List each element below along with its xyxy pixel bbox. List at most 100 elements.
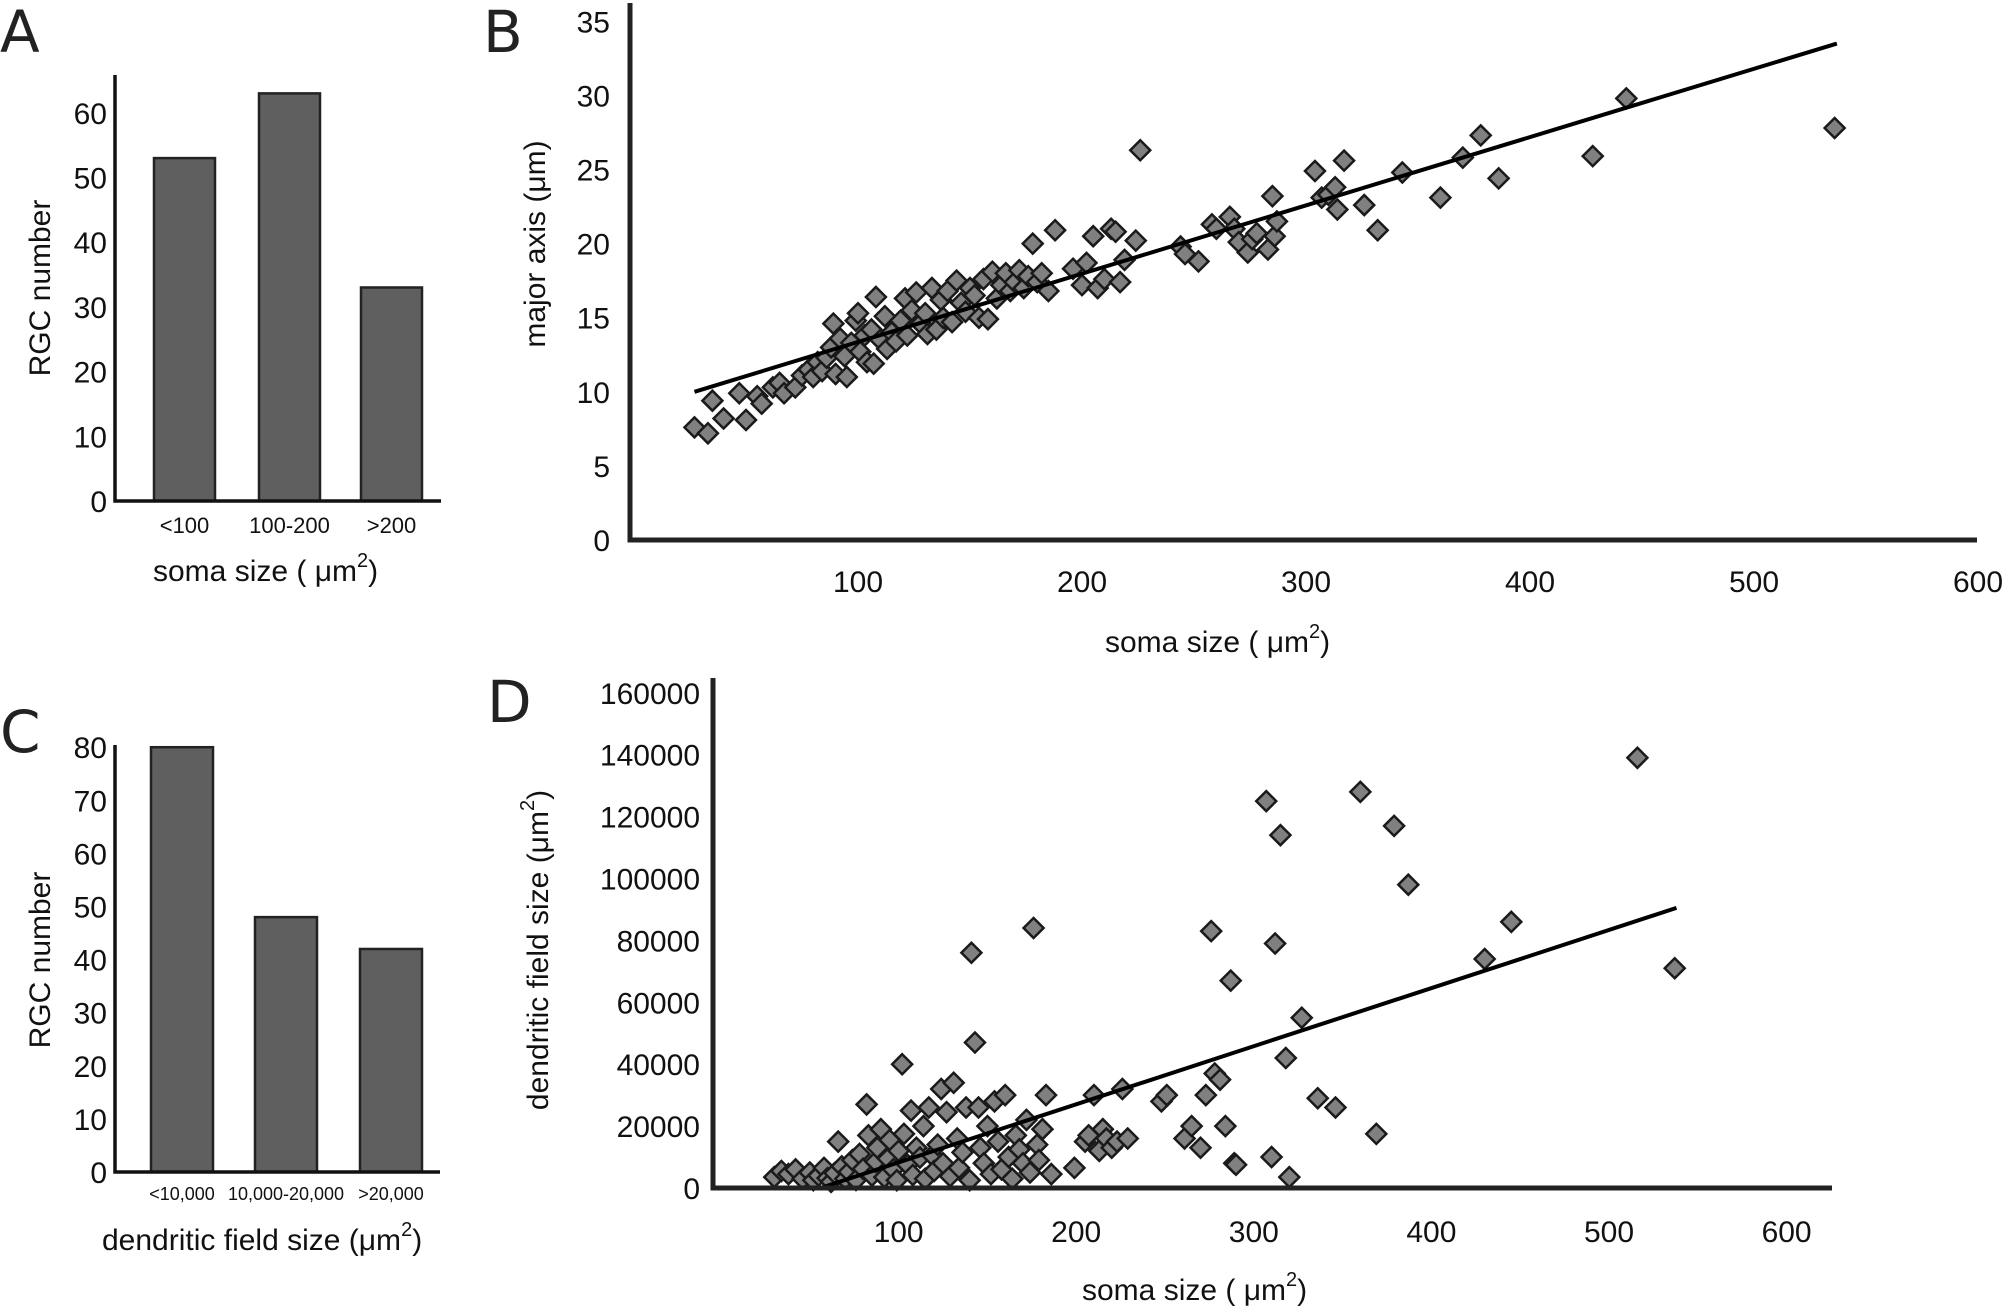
- y-tick-label: 40000: [617, 1049, 700, 1082]
- data-point: [1128, 138, 1153, 163]
- data-point: [1081, 224, 1105, 248]
- data-point: [899, 1098, 923, 1123]
- data-point: [1262, 224, 1287, 248]
- panel-b-scatter-chart: B 0 5 10 15 20 25 30 35 100 200 300 400 500 600 majo…: [483, 0, 2003, 659]
- data-point: [711, 406, 736, 431]
- bar-1: [149, 745, 215, 1174]
- panel-b-x-axis-label: soma size ( μm2): [1105, 621, 1330, 659]
- y-tick-label: 20000: [617, 1111, 700, 1144]
- data-point: [1092, 267, 1117, 291]
- data-point: [1382, 814, 1406, 838]
- data-point: [1062, 1156, 1087, 1180]
- panel-a-axes: [113, 75, 441, 503]
- data-point: [1030, 1117, 1055, 1141]
- data-point: [1396, 872, 1421, 897]
- data-point: [1472, 947, 1497, 971]
- y-tick-label: 40: [74, 945, 107, 978]
- panel-letter-d: D: [487, 668, 532, 736]
- y-tick-label: 60000: [617, 987, 700, 1020]
- y-tick-label: 60: [74, 838, 107, 871]
- data-point: [861, 351, 886, 376]
- y-tick-label: 140000: [600, 740, 700, 773]
- data-point: [1039, 1162, 1064, 1186]
- panel-d-x-axis-label: soma size ( μm2): [1082, 1269, 1307, 1307]
- y-tick-label: 50: [74, 163, 107, 196]
- data-point: [1303, 159, 1327, 183]
- x-tick-label: 600: [1762, 1216, 1812, 1249]
- panel-b-axes: [627, 3, 1977, 543]
- data-point: [993, 1083, 1017, 1107]
- data-point: [835, 365, 859, 389]
- panel-c-y-axis-label: RGC number: [24, 872, 57, 1049]
- y-tick-label: 30: [577, 80, 610, 113]
- y-tick-label: 100000: [600, 864, 700, 897]
- data-point: [1244, 221, 1269, 245]
- bar-3: [358, 947, 424, 1174]
- x-tick-label: 500: [1729, 566, 1779, 599]
- x-tick-label: <100: [160, 513, 210, 538]
- panel-d-scatter-chart: D 0 20000 40000 60000 80000 100000 120000 14000…: [487, 668, 1832, 1307]
- y-tick-label: 20: [74, 357, 107, 390]
- data-point: [1186, 249, 1211, 274]
- bar-3: [359, 286, 424, 503]
- data-point: [1179, 1114, 1204, 1138]
- data-point: [854, 1092, 879, 1117]
- data-point: [950, 1140, 975, 1165]
- y-tick-label: 50: [74, 892, 107, 925]
- y-tick-label: 35: [577, 6, 610, 39]
- data-point: [963, 1030, 987, 1055]
- y-tick-label: 80: [74, 732, 107, 765]
- panel-d-y-axis-label: dendritic field size (μm2): [517, 790, 555, 1110]
- data-point: [826, 1129, 850, 1154]
- x-tick-label: 10,000-20,000: [228, 1184, 344, 1204]
- data-point: [1224, 1153, 1248, 1177]
- data-point: [1259, 1145, 1284, 1169]
- data-point: [734, 408, 758, 432]
- data-point: [749, 391, 774, 416]
- panel-letter-a: A: [0, 0, 40, 66]
- data-point: [1043, 218, 1067, 243]
- y-tick-label: 0: [90, 1157, 107, 1190]
- y-tick-label: 70: [74, 785, 107, 818]
- data-point: [1274, 1046, 1298, 1070]
- data-point: [947, 1156, 971, 1180]
- data-point: [1020, 231, 1045, 256]
- x-tick-label: 300: [1281, 566, 1331, 599]
- panel-d-regression-line: [819, 906, 1678, 1190]
- data-point: [1260, 184, 1285, 208]
- data-point: [1277, 1165, 1302, 1189]
- data-point: [1263, 931, 1287, 956]
- data-point: [1332, 148, 1356, 173]
- y-tick-label: 40: [74, 227, 107, 260]
- data-point: [890, 1052, 914, 1076]
- data-point: [1365, 218, 1390, 243]
- x-tick-label: >200: [367, 513, 417, 538]
- x-tick-label: 400: [1406, 1216, 1456, 1249]
- data-point: [1348, 780, 1373, 804]
- y-tick-label: 25: [577, 155, 610, 188]
- panel-c-axes: [113, 745, 440, 1174]
- y-tick-label: 160000: [600, 678, 700, 711]
- x-tick-label: 100: [874, 1216, 924, 1249]
- data-point: [1208, 1067, 1232, 1092]
- panel-b-y-axis-label: major axis (μm): [519, 140, 552, 347]
- data-point: [1188, 1135, 1213, 1160]
- y-tick-label: 80000: [617, 925, 700, 958]
- data-point: [1323, 1095, 1348, 1120]
- x-tick-label: 100: [833, 566, 883, 599]
- x-tick-label: 400: [1505, 566, 1555, 599]
- panel-letter-c: C: [0, 698, 41, 766]
- y-tick-label: 60: [74, 98, 107, 131]
- y-tick-label: 30: [74, 292, 107, 325]
- data-point: [1123, 228, 1148, 253]
- data-point: [1468, 123, 1493, 148]
- data-point: [1289, 1006, 1314, 1030]
- data-point: [934, 1100, 959, 1124]
- data-point: [1218, 968, 1243, 993]
- data-point: [1254, 789, 1278, 813]
- data-point: [1194, 1083, 1218, 1107]
- data-point: [1155, 1083, 1179, 1107]
- data-point: [1034, 1083, 1058, 1107]
- data-point: [1115, 1126, 1140, 1151]
